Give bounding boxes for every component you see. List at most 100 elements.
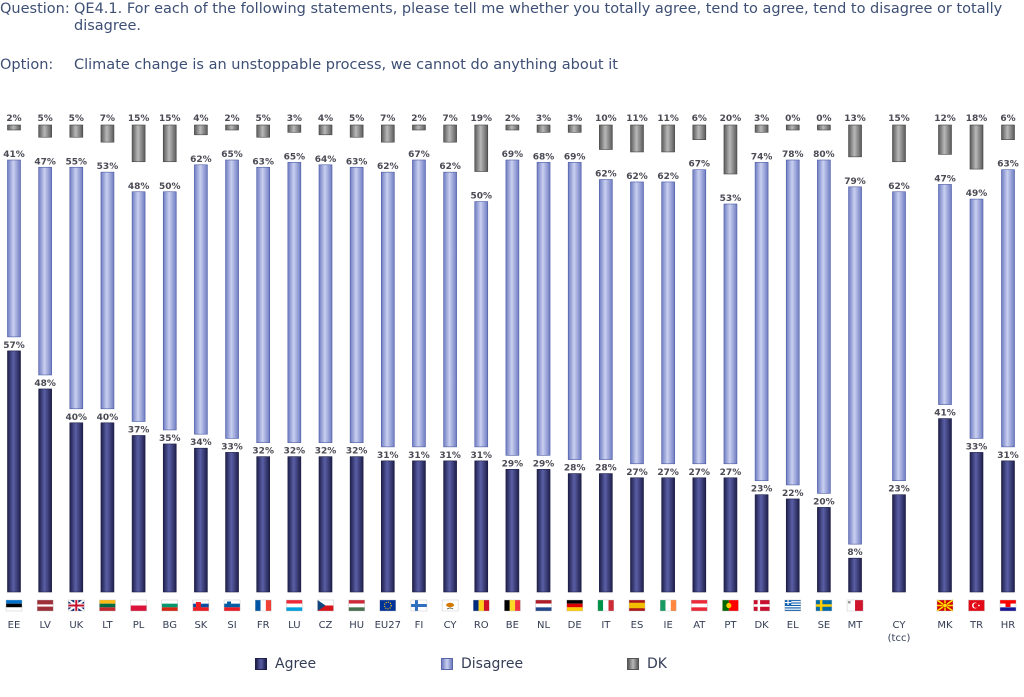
dk-bar: [630, 124, 644, 153]
agree-bar: [1001, 460, 1015, 593]
category-label: SE: [818, 620, 831, 631]
disagree-bar: [318, 164, 333, 443]
dk-value-label: 10%: [595, 114, 617, 124]
dk-value-label: 3%: [567, 114, 582, 124]
category-label: TR: [969, 620, 983, 631]
disagree-value-label: 62%: [657, 172, 679, 182]
disagree-value-label: 67%: [689, 160, 711, 170]
category-label: CZ: [319, 620, 333, 631]
bar-chart: 57% 2% 41% EE 48% 5% 47% LV 40% 5% 55% UK 40% 7% 53% LT…: [3, 114, 1019, 644]
disagree-bar: [969, 198, 984, 439]
dk-bar: [287, 124, 302, 133]
agree-value-label: 32%: [284, 447, 306, 457]
option-label: Option:: [0, 57, 54, 73]
flag-icon: [379, 599, 396, 612]
disagree-bar: [194, 164, 208, 435]
disagree-bar: [1001, 169, 1015, 448]
dk-bar: [1001, 124, 1015, 140]
agree-bar: [194, 447, 208, 593]
category-label: (tcc): [888, 633, 911, 644]
category-label: LU: [288, 620, 300, 631]
agree-bar: [38, 388, 52, 593]
dk-value-label: 15%: [128, 114, 150, 124]
disagree-bar: [225, 159, 239, 439]
disagree-bar: [443, 171, 457, 448]
disagree-value-label: 53%: [720, 194, 742, 204]
disagree-value-label: 63%: [252, 157, 274, 167]
agree-value-label: 32%: [346, 447, 368, 457]
disagree-value-label: 67%: [408, 150, 430, 160]
dk-value-label: 18%: [966, 114, 988, 124]
disagree-value-label: 69%: [564, 152, 586, 162]
dk-bar: [969, 124, 984, 170]
disagree-bar: [536, 162, 551, 456]
category-label: FR: [257, 620, 270, 631]
dk-value-label: 2%: [505, 114, 520, 124]
agree-value-label: 29%: [502, 459, 524, 469]
agree-bar: [938, 418, 952, 593]
agree-bar: [474, 460, 489, 593]
disagree-value-label: 53%: [97, 162, 119, 172]
dk-bar: [661, 124, 675, 153]
agree-bar: [380, 460, 395, 593]
agree-value-label: 33%: [221, 442, 243, 452]
agree-bar: [969, 452, 984, 593]
flag-icon: [348, 599, 365, 612]
legend-item-agree: Agree: [255, 656, 316, 672]
dk-value-label: 5%: [349, 114, 364, 124]
disagree-value-label: 65%: [284, 152, 306, 162]
bar-group: 40% 7% 53% LT: [97, 114, 119, 631]
agree-value-label: 40%: [97, 413, 119, 423]
option-row: Option: Climate change is an unstoppable…: [0, 57, 618, 73]
legend-item-disagree: Disagree: [441, 656, 523, 672]
dk-bar: [380, 124, 395, 143]
bar-group: 37% 15% 48% PL: [128, 114, 150, 631]
disagree-value-label: 68%: [533, 152, 555, 162]
legend-swatch-agree: [255, 658, 267, 670]
agree-value-label: 41%: [934, 409, 956, 419]
dk-bar: [318, 124, 333, 136]
bar-group: 31% 7% 62% EU27: [375, 114, 401, 631]
bar-group: 29% 2% 69% BE: [502, 114, 524, 631]
agree-bar: [692, 477, 707, 593]
disagree-value-label: 48%: [128, 182, 150, 192]
dk-bar: [692, 124, 707, 140]
dk-value-label: 4%: [318, 114, 333, 124]
category-label: UK: [69, 620, 83, 631]
dk-bar: [848, 124, 862, 158]
dk-bar: [38, 124, 52, 138]
dk-bar: [785, 124, 800, 131]
disagree-bar: [69, 166, 84, 410]
disagree-value-label: 50%: [159, 182, 181, 192]
disagree-value-label: 78%: [782, 150, 804, 160]
question-text: QE4.1. For each of the following stateme…: [74, 1, 1003, 34]
category-label: LV: [39, 620, 50, 631]
dk-value-label: 2%: [411, 114, 426, 124]
agree-bar: [599, 473, 613, 593]
bar-group: 31% 2% 67% FI: [408, 114, 430, 631]
agree-value-label: 33%: [966, 442, 988, 452]
bar-group: 31% 19% 50% RO: [470, 114, 492, 631]
disagree-bar: [256, 166, 271, 443]
disagree-value-label: 64%: [315, 155, 337, 165]
disagree-value-label: 50%: [470, 192, 492, 202]
agree-bar: [630, 477, 644, 593]
agree-value-label: 31%: [470, 451, 492, 461]
dk-value-label: 15%: [159, 114, 181, 124]
category-label: CY: [444, 620, 458, 631]
agree-bar: [349, 456, 364, 593]
flag-icon: [999, 599, 1017, 612]
dk-value-label: 3%: [287, 114, 302, 124]
bar-group: 28% 3% 69% DE: [564, 114, 586, 631]
dk-value-label: 12%: [934, 114, 956, 124]
dk-value-label: 15%: [888, 114, 910, 124]
bar-group: 34% 4% 62% SK: [190, 114, 212, 631]
dk-bar: [505, 124, 520, 131]
category-label: PL: [133, 620, 145, 631]
flag-icon: [254, 599, 272, 612]
dk-value-label: 13%: [844, 114, 866, 124]
bar-group: 27% 6% 67% AT: [689, 114, 711, 631]
dk-value-label: 7%: [380, 114, 395, 124]
agree-bar: [287, 456, 302, 593]
disagree-value-label: 79%: [844, 177, 866, 187]
